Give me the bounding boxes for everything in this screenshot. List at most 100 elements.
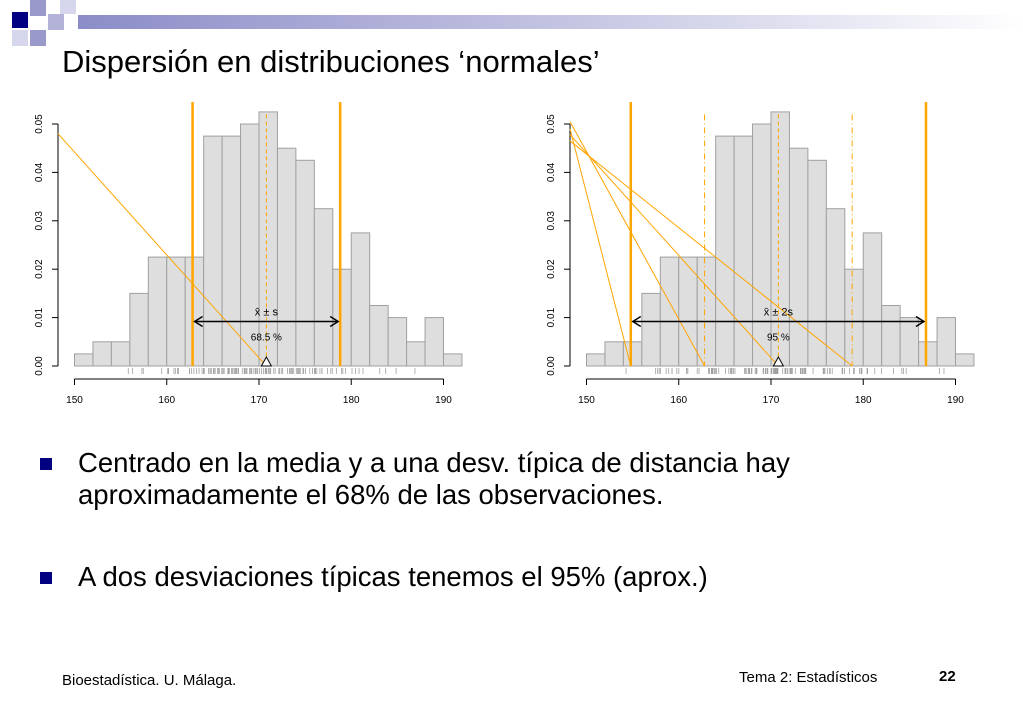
histogram-bar [240, 123, 260, 367]
histogram-bar [641, 292, 661, 367]
histogram-bar [881, 305, 901, 367]
deco-square [12, 30, 28, 46]
deco-square [48, 14, 64, 30]
histogram-bar [221, 135, 242, 367]
histogram-bar [203, 135, 223, 367]
x-tick-label: 170 [251, 395, 268, 406]
x-tick-label: 160 [670, 395, 687, 406]
header-band [78, 15, 1023, 29]
x-tick-label: 180 [855, 395, 872, 406]
y-tick-label: 0.03 [546, 211, 557, 231]
histogram-bar [92, 341, 112, 367]
histogram-bar [899, 317, 920, 367]
y-tick-label: 0.01 [34, 307, 45, 327]
histogram-bar [387, 317, 408, 367]
histogram-bar [696, 256, 717, 367]
y-tick-label: 0.05 [546, 114, 557, 134]
bullet-item: Centrado en la media y a una desv. típic… [40, 447, 980, 511]
histogram-bar [184, 256, 205, 367]
arrow-head-right-icon [329, 315, 340, 328]
histogram-two-sd: 0.00 0.01 0.02 0.03 0.04 0.05 150 160 170 180 190 x… [530, 98, 1000, 418]
x-tick-label: 150 [578, 395, 595, 406]
histogram-bar [166, 256, 186, 367]
histogram-one-sd-svg: 0.00 0.01 0.02 0.03 0.04 0.05 150 160 170 180 190 x… [34, 102, 463, 406]
x-tick-label: 150 [66, 395, 83, 406]
histogram-bar [862, 232, 883, 367]
interval-label: x̄ ± 2s [764, 306, 794, 318]
histogram-bar [807, 159, 827, 367]
x-tick-label: 160 [158, 395, 175, 406]
x-tick-label: 170 [763, 395, 780, 406]
histogram-bar [424, 317, 444, 367]
square-bullet-icon [40, 572, 52, 584]
histogram-bar [295, 159, 315, 367]
histogram-bar [147, 256, 168, 367]
histogram-bar [604, 341, 624, 367]
histogram-bar [369, 305, 389, 367]
histogram-bar [788, 147, 809, 367]
guide-line [569, 140, 853, 367]
histogram-bar [825, 208, 846, 367]
arrow-head-left-icon [193, 315, 203, 328]
histogram-bar [74, 353, 94, 367]
deco-square [30, 30, 46, 46]
histogram-bar [622, 341, 643, 367]
square-bullet-icon [40, 458, 52, 470]
histogram-bar [586, 353, 606, 367]
histogram-bar [406, 341, 426, 367]
y-tick-label: 0.01 [546, 307, 557, 327]
histogram-bar [443, 353, 463, 367]
histogram-bar [129, 292, 149, 367]
y-tick-label: 0.00 [546, 356, 557, 376]
slide-title: Dispersión en distribuciones ‘normales’ [62, 44, 600, 79]
histogram-bar [313, 208, 334, 367]
interval-label: x̄ ± s [255, 306, 279, 318]
y-tick-label: 0.03 [34, 211, 45, 231]
histogram-two-sd-svg: 0.00 0.01 0.02 0.03 0.04 0.05 150 160 170 180 190 x… [546, 102, 975, 406]
bullet-text: A dos desviaciones típicas tenemos el 95… [78, 561, 708, 592]
histogram-bar [350, 232, 371, 367]
histogram-bar [752, 123, 772, 367]
histogram-bar [659, 256, 680, 367]
histogram-bar [258, 111, 278, 367]
deco-square-dark [12, 12, 28, 28]
guide-line [569, 121, 706, 367]
histogram-bar [936, 317, 956, 367]
deco-square [60, 0, 76, 14]
bullet-item: A dos desviaciones típicas tenemos el 95… [40, 561, 980, 593]
histogram-bar [918, 341, 938, 367]
guide-line [569, 134, 779, 367]
y-tick-label: 0.00 [34, 356, 45, 376]
histogram-bar [733, 135, 754, 367]
arrow-head-left-icon [631, 315, 642, 328]
deco-square [30, 0, 46, 16]
histogram-bar [332, 268, 352, 367]
histogram-bar [955, 353, 975, 367]
footer-topic: Tema 2: Estadísticos [739, 669, 878, 686]
y-tick-label: 0.05 [34, 114, 45, 134]
histogram-bar [770, 111, 790, 367]
guide-line [57, 133, 267, 367]
bullet-text: Centrado en la media y a una desv. típic… [78, 447, 790, 510]
arrow-head-right-icon [915, 315, 926, 328]
footer-course: Bioestadística. U. Málaga. [62, 672, 237, 689]
histogram-one-sd: 0.00 0.01 0.02 0.03 0.04 0.05 150 160 170 180 190 x… [18, 98, 488, 418]
histogram-bar [844, 268, 864, 367]
histogram-bar [110, 341, 131, 367]
mean-triangle-icon [260, 355, 273, 367]
y-tick-label: 0.04 [546, 162, 557, 182]
percent-label: 95 % [767, 332, 790, 343]
page-number: 22 [939, 668, 956, 685]
y-tick-label: 0.02 [34, 259, 45, 279]
x-tick-label: 190 [947, 395, 964, 406]
x-tick-label: 180 [343, 395, 360, 406]
guide-line [569, 128, 632, 367]
bullet-list: Centrado en la media y a una desv. típic… [40, 447, 980, 593]
percent-label: 68.5 % [251, 332, 282, 343]
header-decoration [12, 0, 1023, 46]
x-tick-label: 190 [435, 395, 452, 406]
y-tick-label: 0.04 [34, 162, 45, 182]
y-tick-label: 0.02 [546, 259, 557, 279]
histogram-bar [715, 135, 735, 367]
mean-triangle-icon [772, 355, 785, 367]
